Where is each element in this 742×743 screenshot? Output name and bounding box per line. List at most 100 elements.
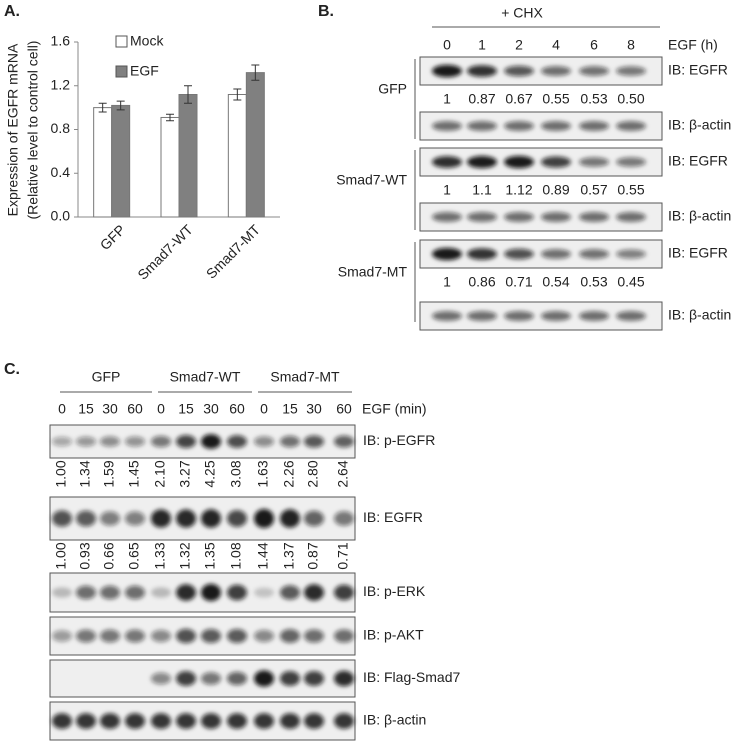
lane-unit: EGF (min): [362, 401, 427, 417]
band: [334, 713, 354, 729]
band: [579, 121, 609, 131]
band: [334, 629, 354, 643]
band: [227, 510, 247, 527]
lane-label: 60: [229, 401, 245, 417]
bar: [160, 116, 180, 218]
quant: 1.12: [505, 182, 532, 198]
band: [541, 66, 571, 76]
band: [334, 584, 354, 601]
group-label: GFP: [92, 369, 121, 385]
band: [254, 587, 274, 598]
quant: 1: [443, 274, 451, 290]
band: [151, 587, 171, 598]
y-tick-label: 0.4: [51, 164, 71, 180]
band: [541, 311, 571, 321]
lane-label: 4: [552, 37, 560, 53]
band: [467, 65, 497, 77]
band: [125, 436, 145, 447]
band: [125, 585, 145, 600]
band: [201, 672, 221, 685]
quant: 0.65: [126, 542, 142, 569]
error-bar: [116, 100, 125, 111]
band: [280, 509, 300, 528]
band: [100, 713, 120, 729]
band: [176, 628, 196, 644]
lane-label: 15: [178, 401, 194, 417]
y-axis-label: (Relative level to control cell): [25, 41, 41, 220]
band: [334, 435, 354, 448]
quant: 2.10: [152, 460, 168, 487]
bar: [178, 94, 198, 218]
quant: 3.08: [228, 460, 244, 487]
quant: 0.57: [580, 182, 607, 198]
quant: 2.64: [335, 460, 351, 487]
band: [304, 584, 324, 601]
quant: 0.53: [580, 274, 607, 290]
lane-label: 8: [627, 37, 635, 53]
panel-label: A.: [4, 3, 20, 20]
band: [579, 66, 609, 76]
group-label: Smad7-MT: [270, 369, 340, 385]
quant: 0.55: [617, 182, 644, 198]
error-bar: [251, 64, 260, 81]
band: [432, 247, 462, 261]
bar: [245, 72, 265, 218]
band: [541, 121, 571, 131]
blot-label: IB: β-actin: [363, 712, 426, 728]
blot-label: IB: EGFR: [363, 509, 423, 525]
band: [52, 510, 72, 527]
band: [76, 713, 96, 729]
lane-label: 1: [478, 37, 486, 53]
band: [176, 435, 196, 448]
quant: 0.66: [101, 542, 117, 569]
band: [52, 587, 72, 598]
band: [280, 435, 300, 448]
band: [176, 671, 196, 686]
band: [201, 713, 221, 729]
lane-label: 60: [127, 401, 143, 417]
band: [432, 64, 462, 78]
band: [125, 713, 145, 729]
band: [579, 249, 609, 259]
quant: 1.35: [202, 542, 218, 569]
band: [254, 509, 274, 528]
band: [254, 670, 274, 687]
band: [227, 435, 247, 448]
blot-label: IB: β-actin: [668, 117, 731, 133]
band: [151, 435, 171, 448]
band: [227, 584, 247, 601]
band: [227, 628, 247, 644]
quant: 0.53: [580, 91, 607, 107]
band: [100, 585, 120, 600]
band: [304, 713, 324, 729]
band: [176, 713, 196, 729]
blot-label: IB: EGFR: [668, 245, 728, 261]
band: [467, 248, 497, 260]
band: [151, 509, 171, 528]
lane-unit: EGF (h): [668, 37, 718, 53]
band: [616, 157, 646, 167]
band: [254, 713, 274, 729]
band: [504, 121, 534, 131]
band: [432, 121, 462, 131]
lane-label: 2: [515, 37, 523, 53]
bar: [227, 94, 247, 218]
group-label: Smad7-MT: [338, 264, 408, 280]
bar: [93, 107, 113, 218]
quant: 1.45: [126, 460, 142, 487]
blot-label: IB: p-AKT: [363, 627, 424, 643]
band: [125, 511, 145, 526]
quant: 0.87: [468, 91, 495, 107]
quant: 0.71: [335, 542, 351, 569]
quant: 1.37: [281, 542, 297, 569]
legend-swatch: [115, 65, 128, 78]
band: [100, 629, 120, 643]
band: [254, 436, 274, 447]
band: [467, 311, 497, 321]
band: [125, 629, 145, 643]
band: [579, 212, 609, 222]
quant: 1.00: [53, 542, 69, 569]
panel-label: C.: [4, 361, 20, 378]
quant: 0.45: [617, 274, 644, 290]
